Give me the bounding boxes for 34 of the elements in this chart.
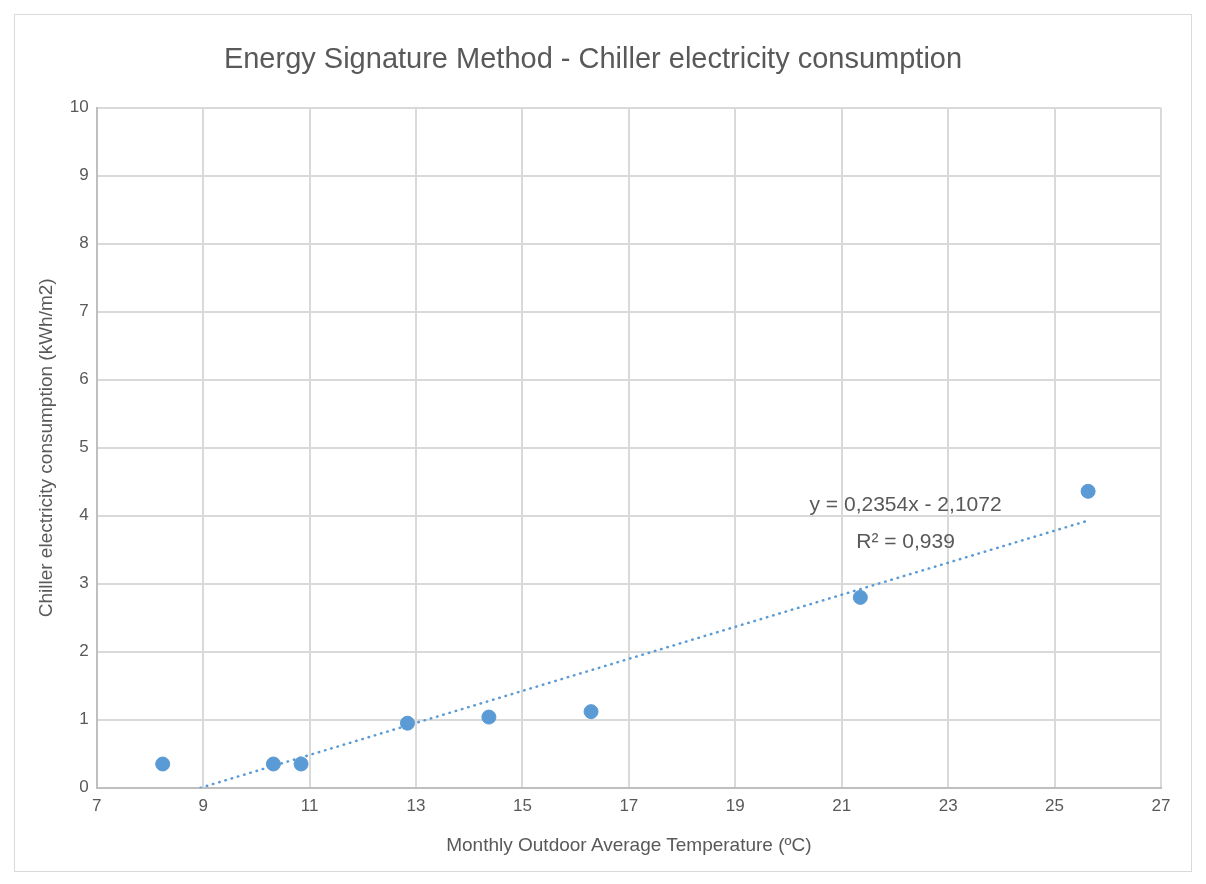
point — [1080, 483, 1096, 499]
y-tick-label: 0 — [79, 777, 89, 797]
point — [155, 756, 171, 772]
x-tick-label: 21 — [832, 795, 852, 815]
x-tick-label: 11 — [300, 795, 319, 815]
x-tick-label: 23 — [938, 795, 958, 815]
x-tick-label: 17 — [619, 795, 639, 815]
x-tick-label: 25 — [1045, 795, 1065, 815]
y-tick-label: 7 — [79, 301, 89, 321]
y-tick-label: 1 — [79, 709, 89, 729]
annotation: y = 0,2354x - 2,1072 — [809, 492, 1002, 516]
y-tick-label: 10 — [69, 97, 89, 117]
y-tick-label: 6 — [79, 369, 89, 389]
point — [293, 756, 309, 772]
x-tick-label: 13 — [406, 795, 426, 815]
y-tick-label: 2 — [79, 641, 89, 661]
x-tick-label: 19 — [725, 795, 745, 815]
annotation: R² = 0,939 — [856, 529, 955, 553]
point — [583, 704, 599, 720]
point — [399, 715, 415, 731]
y-tick-label: 3 — [79, 573, 89, 593]
x-tick-label: 15 — [512, 795, 532, 815]
chart-title: Energy Signature Method - Chiller electricity consumption — [223, 42, 963, 75]
y-tick-label: 8 — [79, 233, 89, 253]
x-axis-title: Monthly Outdoor Average Temperature (ºC) — [446, 833, 812, 855]
point — [481, 709, 497, 725]
x-tick-label: 9 — [198, 795, 208, 815]
y-tick-label: 5 — [79, 437, 89, 457]
point — [265, 756, 281, 772]
y-tick-label: 4 — [79, 505, 89, 525]
x-tick-label: 27 — [1151, 795, 1171, 815]
y-axis-title: Chiller electricity consumption (kWh/m2) — [34, 278, 56, 618]
point — [852, 589, 868, 605]
y-tick-label: 9 — [79, 165, 89, 185]
